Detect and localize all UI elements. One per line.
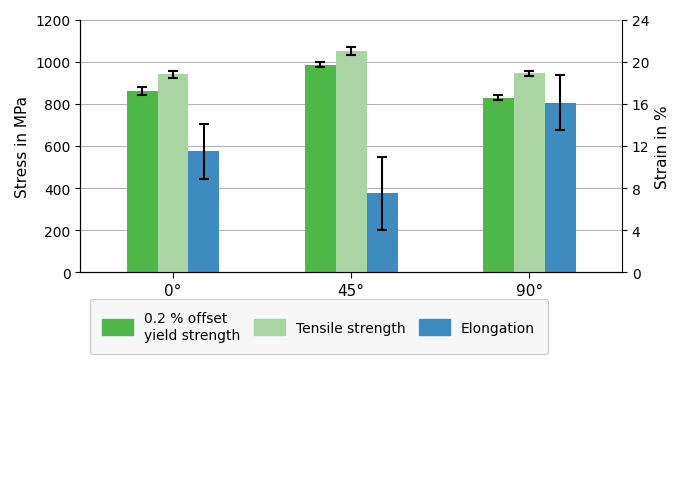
Bar [483,99,514,273]
Bar [305,66,336,273]
Bar [545,104,575,273]
Bar [366,194,397,273]
Y-axis label: Strain in %: Strain in % [655,105,670,188]
Bar [127,92,158,273]
Bar [336,52,366,273]
Bar [514,74,545,273]
Bar [158,75,188,273]
Bar [188,152,219,273]
Legend: 0.2 % offset
yield strength, Tensile strength, Elongation: 0.2 % offset yield strength, Tensile str… [90,299,547,354]
Y-axis label: Stress in MPa: Stress in MPa [15,96,30,197]
